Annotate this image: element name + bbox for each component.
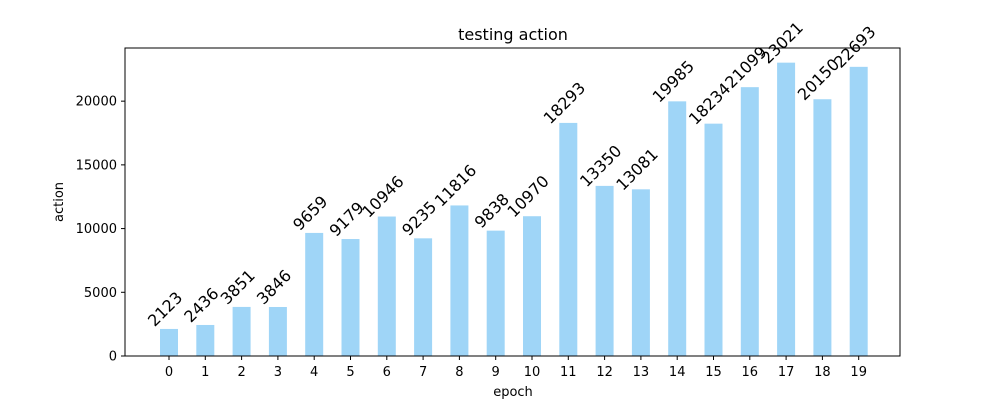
bar-epoch-7 [414, 238, 433, 356]
x-tick-label-9: 9 [492, 365, 500, 380]
x-tick-label-1: 1 [201, 365, 209, 380]
bar-epoch-3 [268, 306, 287, 356]
x-tick-label-10: 10 [524, 365, 541, 380]
x-tick-label-5: 5 [346, 365, 354, 380]
data-label-epoch-2: 3851 [217, 266, 259, 308]
x-tick-label-15: 15 [705, 365, 722, 380]
data-label-epoch-0: 2123 [144, 288, 186, 330]
bar-epoch-15 [704, 123, 723, 357]
bars-layer [160, 62, 868, 357]
data-label-epoch-15: 18234 [685, 79, 734, 128]
bar-epoch-1 [196, 324, 215, 356]
y-tick-label-15000: 15000 [76, 158, 117, 173]
x-tick-label-16: 16 [742, 365, 759, 380]
data-label-epoch-19: 22693 [830, 22, 879, 71]
bar-epoch-16 [740, 87, 759, 356]
bar-epoch-4 [305, 232, 324, 356]
bar-epoch-12 [595, 185, 614, 356]
data-label-epoch-11: 18293 [540, 78, 589, 127]
y-axis-ticks: 0 5000 10000 15000 20000 [76, 95, 125, 365]
x-tick-label-18: 18 [814, 365, 831, 380]
x-tick-label-8: 8 [455, 365, 463, 380]
x-tick-label-3: 3 [274, 365, 282, 380]
chart-title: testing action [458, 25, 568, 44]
x-tick-label-14: 14 [669, 365, 686, 380]
x-tick-label-2: 2 [237, 365, 245, 380]
y-tick-label-0: 0 [109, 350, 117, 365]
bar-epoch-8 [450, 205, 469, 356]
bar-epoch-6 [377, 216, 396, 356]
x-tick-label-13: 13 [633, 365, 650, 380]
data-label-epoch-14: 19985 [649, 57, 698, 106]
data-label-epoch-10: 10970 [503, 172, 552, 221]
y-tick-label-5000: 5000 [84, 286, 117, 301]
bar-epoch-11 [559, 122, 578, 356]
bar-epoch-18 [813, 99, 832, 357]
data-label-epoch-6: 10946 [358, 172, 407, 221]
bar-epoch-0 [160, 328, 178, 356]
y-tick-label-10000: 10000 [76, 222, 117, 237]
x-tick-label-0: 0 [165, 365, 173, 380]
bar-epoch-5 [341, 239, 360, 356]
x-tick-label-19: 19 [850, 365, 867, 380]
x-axis-label: epoch [493, 385, 533, 400]
y-tick-label-20000: 20000 [76, 95, 117, 110]
bar-epoch-14 [668, 101, 687, 356]
bar-epoch-10 [523, 216, 541, 356]
x-tick-label-17: 17 [778, 365, 795, 380]
bar-epoch-13 [631, 189, 650, 356]
data-label-epoch-17: 23021 [757, 18, 806, 67]
bar-epoch-2 [232, 306, 251, 356]
x-tick-label-7: 7 [419, 365, 427, 380]
data-label-epoch-8: 11816 [431, 161, 480, 210]
data-label-epoch-1: 2436 [180, 284, 222, 326]
bar-epoch-19 [849, 66, 868, 356]
data-label-epoch-7: 9235 [398, 197, 440, 239]
x-tick-label-6: 6 [383, 365, 391, 380]
bar-epoch-17 [777, 62, 796, 356]
data-labels-layer: 2123243638513846965991791094692351181698… [144, 18, 880, 330]
data-label-epoch-3: 3846 [253, 266, 295, 308]
y-axis-label: action [52, 182, 67, 222]
x-tick-label-11: 11 [560, 365, 577, 380]
x-axis-ticks: 0 1 2 3 4 5 6 7 8 9 10 11 12 13 14 15 16 17 18 19 [165, 356, 867, 380]
bar-epoch-9 [486, 230, 505, 356]
plot-frame [124, 47, 901, 357]
x-tick-label-4: 4 [310, 365, 318, 380]
x-tick-label-12: 12 [596, 365, 613, 380]
